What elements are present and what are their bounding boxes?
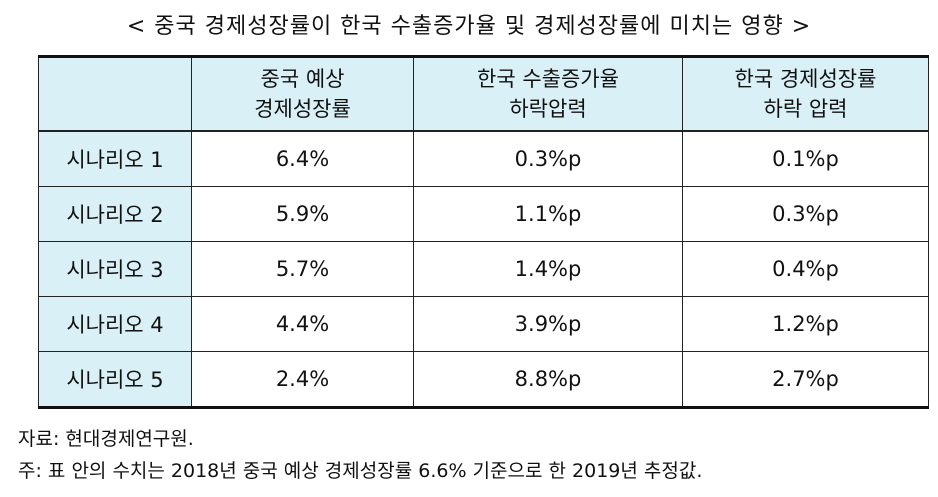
header-export-pressure: 한국 수출증가율 하락압력 <box>413 55 683 132</box>
header-corner-cell <box>38 55 192 132</box>
table-row: 시나리오 4 4.4% 3.9%p 1.2%p <box>38 296 929 352</box>
china-growth-cell: 6.4% <box>191 130 414 187</box>
growth-pressure-cell: 2.7%p <box>682 351 929 409</box>
scenario-label: 시나리오 3 <box>38 241 192 297</box>
header-line: 하락 압력 <box>763 97 848 121</box>
export-pressure-cell: 0.3%p <box>413 130 683 187</box>
header-line: 중국 예상 <box>260 67 345 91</box>
export-pressure-cell: 1.1%p <box>413 186 683 242</box>
impact-table: 중국 예상 경제성장률 한국 수출증가율 하락압력 한국 경제성장률 하락 압력… <box>38 55 929 409</box>
export-pressure-cell: 1.4%p <box>413 241 683 297</box>
table-header-row: 중국 예상 경제성장률 한국 수출증가율 하락압력 한국 경제성장률 하락 압력 <box>38 55 929 132</box>
china-growth-cell: 5.7% <box>191 241 414 297</box>
scenario-label: 시나리오 2 <box>38 186 192 242</box>
table-row: 시나리오 2 5.9% 1.1%p 0.3%p <box>38 186 929 242</box>
header-line: 하락압력 <box>509 97 587 121</box>
growth-pressure-cell: 0.1%p <box>682 130 929 187</box>
header-growth-pressure: 한국 경제성장률 하락 압력 <box>682 55 929 132</box>
table-row: 시나리오 5 2.4% 8.8%p 2.7%p <box>38 351 929 409</box>
footnote: 주: 표 안의 수치는 2018년 중국 예상 경제성장률 6.6% 기준으로 … <box>18 460 703 482</box>
scenario-label: 시나리오 1 <box>38 130 192 187</box>
china-growth-cell: 2.4% <box>191 351 414 409</box>
growth-pressure-cell: 1.2%p <box>682 296 929 352</box>
table-row: 시나리오 1 6.4% 0.3%p 0.1%p <box>38 130 929 187</box>
table-row: 시나리오 3 5.7% 1.4%p 0.4%p <box>38 241 929 297</box>
scenario-label: 시나리오 4 <box>38 296 192 352</box>
source-note: 자료: 현대경제연구원. <box>18 428 194 450</box>
export-pressure-cell: 3.9%p <box>413 296 683 352</box>
scenario-label: 시나리오 5 <box>38 351 192 409</box>
header-china-growth: 중국 예상 경제성장률 <box>191 55 414 132</box>
table-title: < 중국 경제성장률이 한국 수출증가율 및 경제성장률에 미치는 영향 > <box>126 14 812 39</box>
china-growth-cell: 5.9% <box>191 186 414 242</box>
header-line: 경제성장률 <box>254 97 351 121</box>
china-growth-cell: 4.4% <box>191 296 414 352</box>
header-line: 한국 수출증가율 <box>477 67 619 91</box>
header-line: 한국 경제성장률 <box>734 67 877 91</box>
growth-pressure-cell: 0.4%p <box>682 241 929 297</box>
export-pressure-cell: 8.8%p <box>413 351 683 409</box>
growth-pressure-cell: 0.3%p <box>682 186 929 242</box>
